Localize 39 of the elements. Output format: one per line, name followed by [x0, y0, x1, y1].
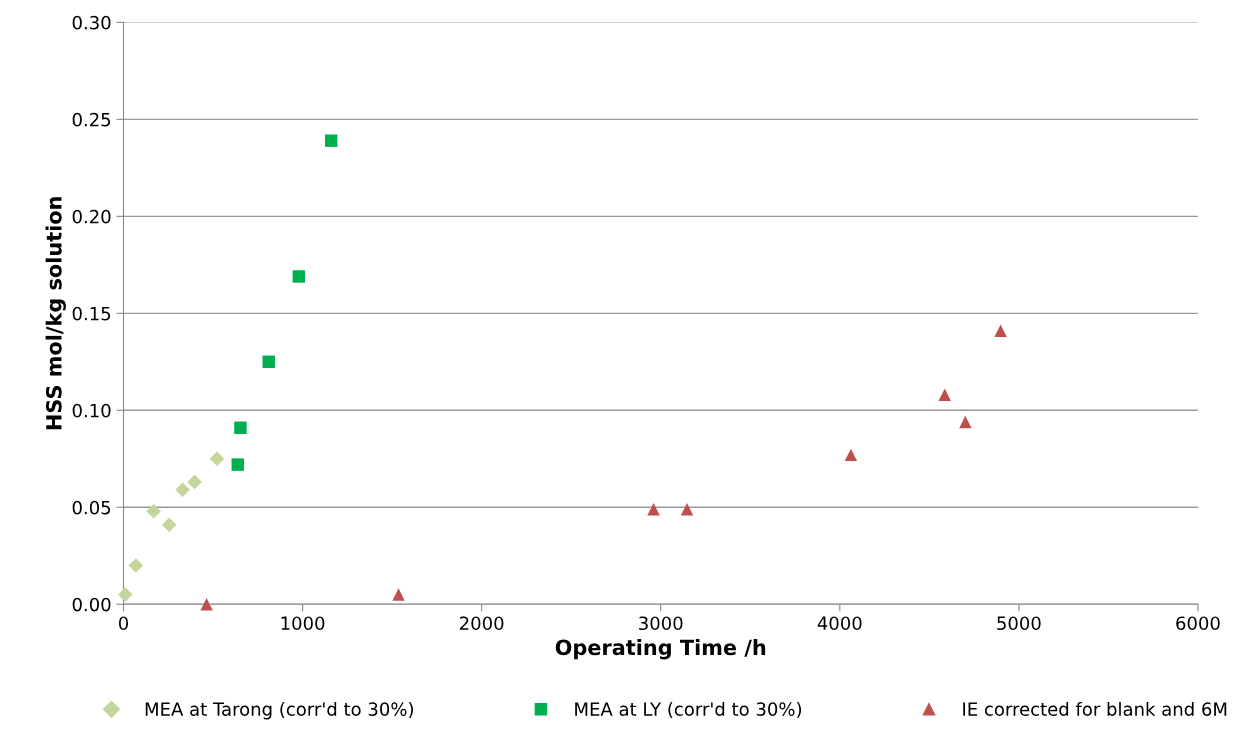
y-tick-label: 0.00: [72, 597, 111, 612]
x-axis-title: Operating Time /h: [555, 639, 766, 660]
y-axis-title: HSS mol/kg solution: [45, 197, 66, 430]
x-tick-label: 6000: [1176, 616, 1220, 631]
point: [161, 517, 177, 533]
point: [128, 558, 144, 573]
y-tick-label: 0.05: [72, 500, 111, 515]
x-tick-label: 1000: [281, 616, 325, 631]
point: [959, 415, 972, 429]
point: [234, 421, 247, 434]
point: [647, 503, 660, 516]
y-tick-label: 0.20: [72, 209, 111, 224]
point: [146, 503, 161, 519]
point: [994, 324, 1007, 337]
point: [938, 388, 951, 401]
point: [231, 458, 244, 471]
point: [292, 270, 306, 283]
point: [175, 482, 190, 498]
x-tick-label: 0: [118, 616, 129, 631]
legend-label: MEA at LY (corr'd to 30%): [575, 701, 802, 719]
point: [200, 598, 213, 611]
x-tick-label: 2000: [460, 616, 504, 631]
legend-label: IE corrected for blank and 6M: [963, 701, 1227, 716]
x-tick-label: 5000: [997, 616, 1041, 631]
y-tick-label: 0.30: [72, 15, 111, 30]
legend-label: MEA at Tarong (corr'd to 30%): [145, 701, 413, 720]
point: [187, 474, 202, 490]
point: [392, 588, 405, 601]
y-tick-label: 0.10: [72, 403, 111, 418]
point: [209, 451, 225, 467]
point: [118, 587, 133, 602]
y-tick-label: 0.25: [72, 112, 111, 127]
y-tick-label: 0.15: [72, 306, 111, 321]
x-tick-label: 4000: [817, 616, 862, 631]
point: [680, 503, 694, 516]
point: [844, 448, 858, 462]
point: [262, 355, 275, 369]
point: [325, 134, 338, 147]
x-tick-label: 3000: [639, 616, 683, 631]
